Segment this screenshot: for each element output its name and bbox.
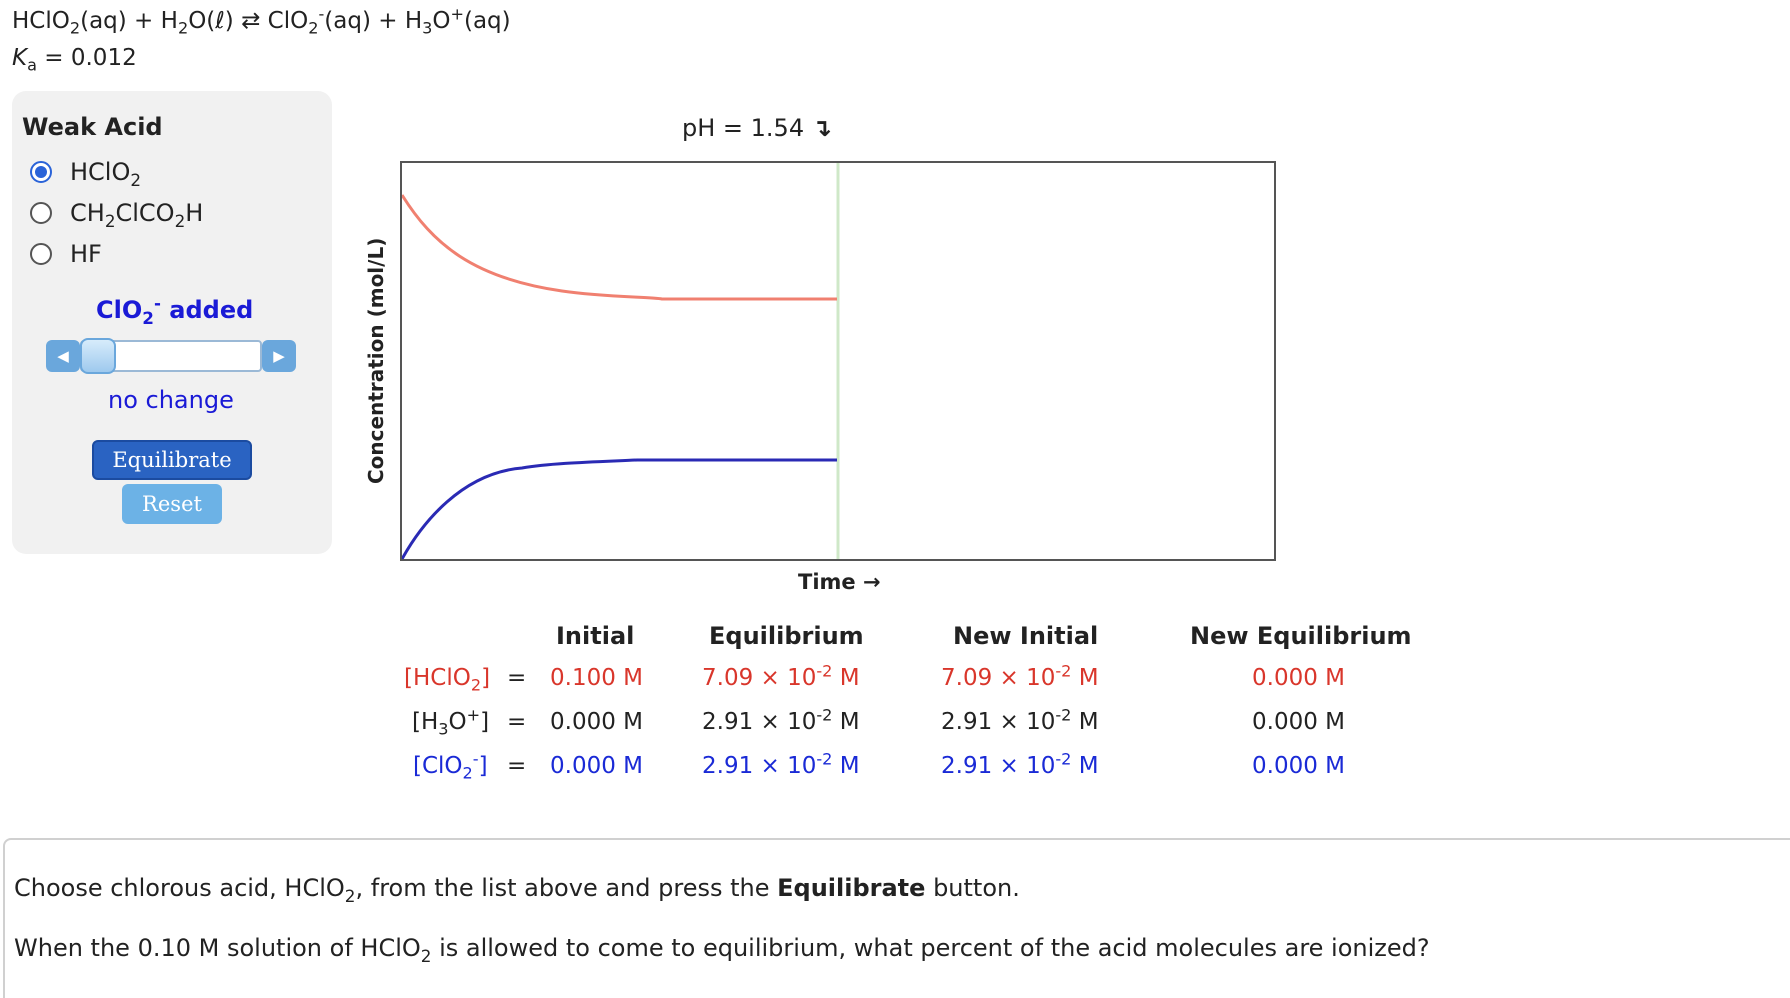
hclo2-initial: 0.100 M <box>550 665 643 691</box>
option-hclo2[interactable]: HClO2 <box>30 158 142 190</box>
y-axis-label: Concentration (mol/L) <box>364 237 388 484</box>
hclo2-new-equilibrium: 0.000 M <box>1252 665 1345 691</box>
radio-button[interactable] <box>30 243 52 265</box>
col-header-initial: Initial <box>556 622 635 650</box>
row-label-clo2: [ClO2-] <box>413 749 488 783</box>
h3o-new-initial: 2.91 × 10-2 M <box>941 705 1099 735</box>
option-label: HClO2 <box>70 158 142 190</box>
option-label: HF <box>70 240 102 268</box>
reaction-equation: HClO2(aq) + H2O(ℓ) ⇄ ClO2-(aq) + H3O+(aq… <box>12 4 511 38</box>
hclo2-equilibrium: 7.09 × 10-2 M <box>702 661 860 691</box>
h3o-equilibrium: 2.91 × 10-2 M <box>702 705 860 735</box>
hclo2-new-initial: 7.09 × 10-2 M <box>941 661 1099 691</box>
equals-sign: = <box>507 665 527 691</box>
amount-slider-thumb[interactable] <box>80 338 116 374</box>
arrow-down-icon: ↴ <box>811 114 832 142</box>
change-status: no change <box>108 386 234 414</box>
question-instruction: Choose chlorous acid, HClO2, from the li… <box>14 874 1020 906</box>
option-label: CH2ClCO2H <box>70 199 204 231</box>
row-label-h3o: [H3O+] <box>412 705 490 739</box>
equilibrate-button[interactable]: Equilibrate <box>92 440 252 480</box>
equals-sign: = <box>507 709 527 735</box>
slider-decrease-button[interactable]: ◀ <box>46 340 80 372</box>
x-axis-label: Time → <box>798 570 881 594</box>
added-label: ClO2- added <box>96 293 254 328</box>
clo2-equilibrium: 2.91 × 10-2 M <box>702 749 860 779</box>
equals-sign: = <box>507 753 527 779</box>
reset-button[interactable]: Reset <box>122 484 222 524</box>
clo2-new-equilibrium: 0.000 M <box>1252 753 1345 779</box>
option-hf[interactable]: HF <box>30 240 102 268</box>
row-label-hclo2: [HClO2] <box>404 665 491 695</box>
h3o-new-equilibrium: 0.000 M <box>1252 709 1345 735</box>
question-box <box>3 838 1790 998</box>
ph-readout: pH = 1.54 ↴ <box>682 114 832 142</box>
plot-svg <box>400 163 840 560</box>
radio-button-selected[interactable] <box>30 161 52 183</box>
triangle-right-icon: ▶ <box>273 347 285 365</box>
panel-title: Weak Acid <box>22 113 163 141</box>
col-header-equilibrium: Equilibrium <box>709 622 864 650</box>
h3o-clo2-curve <box>400 458 837 560</box>
ka-value: Ka = 0.012 <box>12 45 137 75</box>
clo2-initial: 0.000 M <box>550 753 643 779</box>
question-text: When the 0.10 M solution of HClO2 is all… <box>14 934 1430 966</box>
concentration-plot <box>400 161 1276 561</box>
option-ch2clco2h[interactable]: CH2ClCO2H <box>30 199 204 231</box>
h3o-initial: 0.000 M <box>550 709 643 735</box>
col-header-new-initial: New Initial <box>953 622 1099 650</box>
slider-increase-button[interactable]: ▶ <box>262 340 296 372</box>
col-header-new-equilibrium: New Equilibrium <box>1190 622 1412 650</box>
radio-button[interactable] <box>30 202 52 224</box>
triangle-left-icon: ◀ <box>57 347 69 365</box>
hclo2-curve <box>400 194 837 301</box>
clo2-new-initial: 2.91 × 10-2 M <box>941 749 1099 779</box>
